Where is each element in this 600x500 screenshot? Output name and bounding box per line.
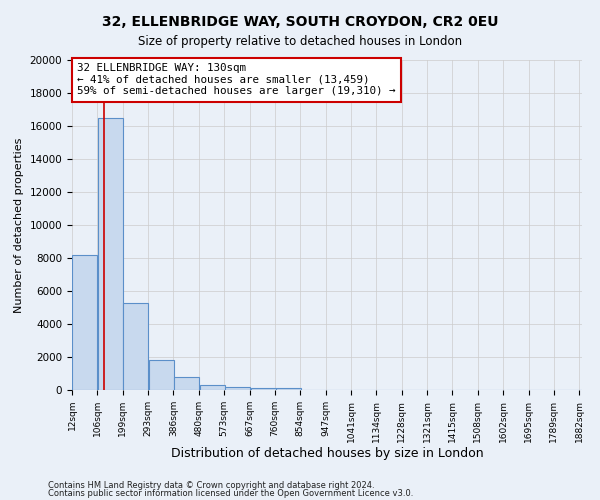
Bar: [276, 388, 301, 390]
Text: Contains public sector information licensed under the Open Government Licence v3: Contains public sector information licen…: [48, 489, 413, 498]
Bar: [72, 254, 97, 390]
Bar: [98, 118, 123, 390]
Bar: [225, 386, 250, 390]
Text: Contains HM Land Registry data © Crown copyright and database right 2024.: Contains HM Land Registry data © Crown c…: [48, 480, 374, 490]
Bar: [123, 302, 148, 390]
Bar: [149, 360, 174, 390]
Text: Size of property relative to detached houses in London: Size of property relative to detached ho…: [138, 35, 462, 48]
Bar: [174, 377, 199, 390]
Text: 32 ELLENBRIDGE WAY: 130sqm
← 41% of detached houses are smaller (13,459)
59% of : 32 ELLENBRIDGE WAY: 130sqm ← 41% of deta…: [77, 64, 395, 96]
Bar: [200, 385, 225, 390]
Y-axis label: Number of detached properties: Number of detached properties: [14, 138, 24, 312]
Text: 32, ELLENBRIDGE WAY, SOUTH CROYDON, CR2 0EU: 32, ELLENBRIDGE WAY, SOUTH CROYDON, CR2 …: [102, 15, 498, 29]
X-axis label: Distribution of detached houses by size in London: Distribution of detached houses by size …: [170, 448, 484, 460]
Bar: [251, 388, 276, 390]
